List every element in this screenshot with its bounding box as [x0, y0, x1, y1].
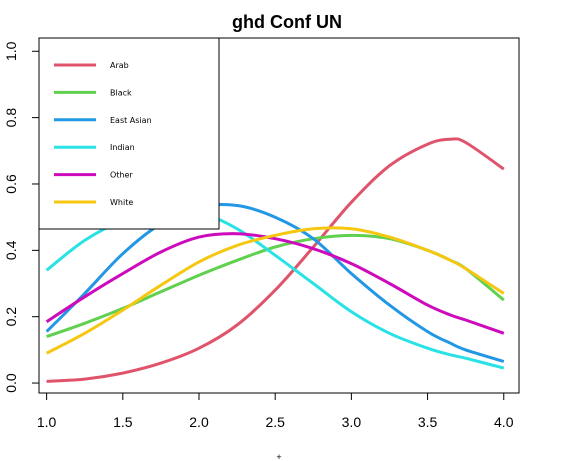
y-tick-label: 0.6	[3, 174, 19, 194]
legend-label: Arab	[110, 61, 129, 70]
x-tick-label: 1.5	[113, 414, 133, 430]
y-axis: 0.0 0.2 0.4 0.6 0.8 1.0	[3, 41, 39, 392]
x-tick-label: 3.0	[342, 414, 362, 430]
series-line-black	[47, 235, 504, 336]
chart-title: ghd Conf UN	[232, 12, 342, 32]
y-tick-label: 0.8	[3, 108, 19, 128]
legend-label: Indian	[110, 143, 135, 152]
x-tick-label: 2.0	[189, 414, 209, 430]
y-tick-label: 0.2	[3, 307, 19, 327]
y-tick-label: 1.0	[3, 41, 19, 61]
x-tick-label: 3.5	[418, 414, 438, 430]
legend-label: East Asian	[110, 116, 152, 125]
x-axis: 1.0 1.5 2.0 2.5 3.0 3.5 4.0	[37, 393, 514, 430]
y-tick-label: 0.4	[3, 240, 19, 260]
legend-label: White	[110, 198, 133, 207]
x-tick-label: 1.0	[37, 414, 57, 430]
x-tick-label: 4.0	[494, 414, 514, 430]
series-line-other	[47, 234, 504, 334]
x-axis-label: +	[276, 452, 281, 461]
legend: Arab Black East Asian Indian Other White	[39, 38, 219, 229]
y-tick-label: 0.0	[3, 373, 19, 393]
x-tick-label: 2.5	[265, 414, 285, 430]
legend-label: Other	[110, 171, 133, 180]
legend-label: Black	[110, 88, 132, 97]
